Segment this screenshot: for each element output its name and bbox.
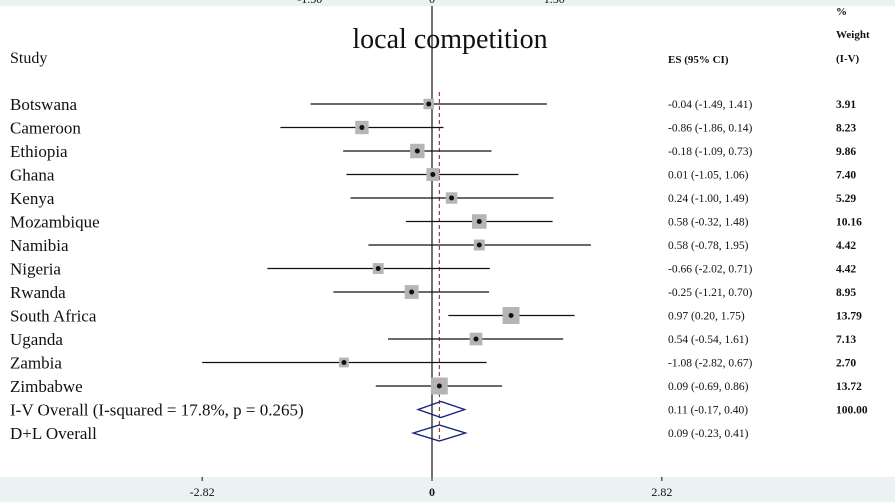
es-ci-label: -1.08 (-2.82, 0.67) — [668, 358, 752, 370]
study-name: Namibia — [10, 236, 69, 255]
weight-label: 9.86 — [836, 146, 856, 158]
study-name: Uganda — [10, 330, 63, 349]
overall-row: D+L Overall 0.09 (-0.23, 0.41) — [10, 424, 749, 443]
point-estimate — [473, 336, 479, 342]
header-weight-line2: Weight — [836, 29, 870, 41]
es-ci-label: -0.25 (-1.21, 0.70) — [668, 287, 752, 299]
study-name: Kenya — [10, 189, 55, 208]
study-name: Ethiopia — [10, 142, 68, 161]
weight-label: 4.42 — [836, 264, 856, 276]
study-name: Botswana — [10, 95, 78, 114]
es-ci-label: -0.18 (-1.09, 0.73) — [668, 146, 752, 158]
overall-name: D+L Overall — [10, 424, 97, 443]
header-weight-line3: (I-V) — [836, 53, 860, 65]
study-row: Ghana 0.01 (-1.05, 1.06) 7.40 — [10, 166, 856, 185]
es-ci-label: -0.86 (-1.86, 0.14) — [668, 123, 752, 135]
x-tick-label: 0 — [429, 485, 435, 499]
study-row: Mozambique 0.58 (-0.32, 1.48) 10.16 — [10, 213, 862, 232]
overall-row: I-V Overall (I-squared = 17.8%, p = 0.26… — [10, 401, 868, 420]
study-row: Uganda 0.54 (-0.54, 1.61) 7.13 — [10, 330, 856, 349]
weight-label: 2.70 — [836, 358, 856, 370]
weight-label: 7.13 — [836, 334, 856, 346]
study-row: Zimbabwe 0.09 (-0.69, 0.86) 13.72 — [10, 377, 862, 396]
es-ci-label: 0.97 (0.20, 1.75) — [668, 311, 745, 323]
es-ci-label: 0.58 (-0.32, 1.48) — [668, 217, 749, 229]
es-ci-label: 0.24 (-1.00, 1.49) — [668, 193, 749, 205]
es-ci-label: -0.66 (-2.02, 0.71) — [668, 264, 752, 276]
header-study: Study — [10, 50, 47, 67]
study-row: Zambia -1.08 (-2.82, 0.67) 2.70 — [10, 354, 856, 373]
point-estimate — [426, 101, 432, 107]
top-tick-fragment: 1.50 — [544, 0, 565, 6]
weight-label: 3.91 — [836, 99, 856, 111]
x-tick-label: -2.82 — [190, 485, 215, 499]
top-tick-fragment: 0 — [429, 0, 435, 6]
header-weight-line1: % — [836, 6, 847, 18]
point-estimate — [476, 242, 482, 248]
study-name: Zimbabwe — [10, 377, 83, 396]
pooled-diamond — [410, 424, 468, 442]
overall-weight-label: 100.00 — [836, 405, 868, 417]
weight-label: 13.79 — [836, 311, 862, 323]
study-row: Cameroon -0.86 (-1.86, 0.14) 8.23 — [10, 119, 856, 138]
study-name: Ghana — [10, 166, 55, 185]
point-estimate — [341, 360, 347, 365]
top-axis-strip — [0, 0, 895, 6]
pooled-diamond — [416, 400, 467, 419]
es-ci-label: 0.01 (-1.05, 1.06) — [668, 170, 749, 182]
study-row: Namibia 0.58 (-0.78, 1.95) 4.42 — [10, 236, 856, 255]
study-row: Botswana -0.04 (-1.49, 1.41) 3.91 — [10, 95, 856, 114]
study-row: Ethiopia -0.18 (-1.09, 0.73) 9.86 — [10, 142, 856, 161]
point-estimate — [508, 313, 514, 318]
overall-name: I-V Overall (I-squared = 17.8%, p = 0.26… — [10, 401, 304, 420]
x-tick-label: 2.82 — [651, 485, 672, 499]
point-estimate — [375, 266, 381, 271]
study-name: Rwanda — [10, 283, 66, 302]
weight-label: 10.16 — [836, 217, 862, 229]
top-tick-fragment: -1.50 — [297, 0, 322, 6]
es-ci-label: 0.54 (-0.54, 1.61) — [668, 334, 749, 346]
study-row: Kenya 0.24 (-1.00, 1.49) 5.29 — [10, 189, 856, 208]
study-name: Zambia — [10, 354, 62, 373]
point-estimate — [414, 148, 420, 154]
point-estimate — [409, 289, 415, 295]
overall-es-label: 0.09 (-0.23, 0.41) — [668, 428, 749, 440]
chart-title: local competition — [352, 24, 547, 55]
weight-label: 13.72 — [836, 381, 862, 393]
weight-label: 8.95 — [836, 287, 856, 299]
overall-es-label: 0.11 (-0.17, 0.40) — [668, 405, 748, 417]
study-name: Mozambique — [10, 213, 100, 232]
es-ci-label: 0.09 (-0.69, 0.86) — [668, 381, 749, 393]
study-name: Cameroon — [10, 119, 81, 138]
study-row: Rwanda -0.25 (-1.21, 0.70) 8.95 — [10, 283, 856, 302]
header-es: ES (95% CI) — [668, 54, 729, 66]
point-estimate — [476, 219, 482, 224]
bottom-axis-strip — [0, 477, 895, 502]
point-estimate — [359, 125, 365, 130]
weight-label: 8.23 — [836, 123, 856, 135]
study-name: Nigeria — [10, 260, 61, 279]
weight-label: 7.40 — [836, 170, 856, 182]
point-estimate — [449, 195, 455, 201]
weight-label: 4.42 — [836, 240, 856, 252]
point-estimate — [436, 383, 442, 389]
point-estimate — [430, 172, 436, 177]
es-ci-label: -0.04 (-1.49, 1.41) — [668, 99, 752, 111]
weight-label: 5.29 — [836, 193, 856, 205]
study-row: South Africa 0.97 (0.20, 1.75) 13.79 — [10, 307, 862, 326]
study-name: South Africa — [10, 307, 97, 326]
es-ci-label: 0.58 (-0.78, 1.95) — [668, 240, 749, 252]
study-row: Nigeria -0.66 (-2.02, 0.71) 4.42 — [10, 260, 856, 279]
